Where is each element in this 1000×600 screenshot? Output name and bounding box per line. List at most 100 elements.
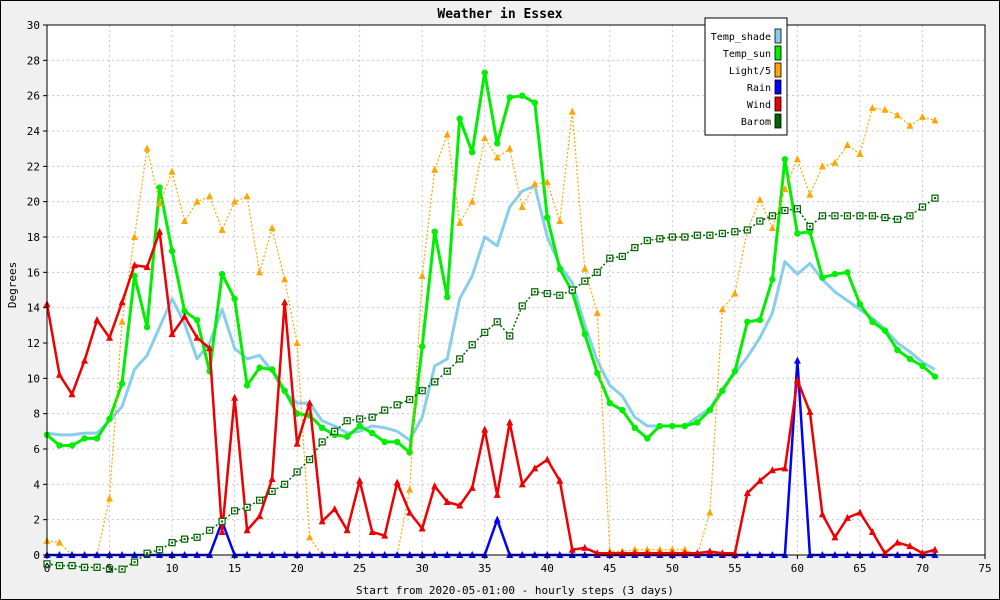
data-point-center	[809, 225, 811, 227]
data-point-center	[409, 399, 411, 401]
x-tick-label: 20	[291, 562, 304, 575]
data-point-center	[596, 271, 598, 273]
legend-entry: Rain	[747, 80, 781, 94]
data-point-center	[571, 289, 573, 291]
legend-label: Rain	[747, 83, 771, 94]
data-point	[432, 229, 438, 235]
data-point	[219, 271, 225, 277]
x-tick-label: 55	[728, 562, 741, 575]
data-point-center	[296, 471, 298, 473]
data-point-center	[171, 542, 173, 544]
data-point-center	[71, 565, 73, 567]
data-point	[94, 435, 100, 441]
data-point	[932, 373, 938, 379]
data-point	[707, 407, 713, 413]
legend-label: Wind	[747, 100, 771, 111]
data-point-center	[671, 236, 673, 238]
data-point-center	[371, 416, 373, 418]
data-point-center	[534, 291, 536, 293]
data-point-center	[684, 236, 686, 238]
y-tick-label: 22	[27, 160, 40, 173]
x-tick-label: 70	[916, 562, 929, 575]
data-point-center	[884, 217, 886, 219]
data-point-center	[446, 370, 448, 372]
data-point	[644, 435, 650, 441]
x-axis-label: Start from 2020-05-01:00 - hourly steps …	[356, 584, 674, 597]
data-point-center	[496, 321, 498, 323]
x-tick-label: 10	[165, 562, 178, 575]
y-tick-label: 18	[27, 231, 40, 244]
x-tick-label: 65	[853, 562, 866, 575]
data-point-center	[221, 520, 223, 522]
data-point	[507, 94, 513, 100]
data-point	[794, 230, 800, 236]
data-point-center	[834, 215, 836, 217]
y-tick-label: 8	[33, 408, 40, 421]
data-point-center	[134, 561, 136, 563]
data-point	[231, 296, 237, 302]
y-tick-label: 24	[27, 125, 41, 138]
data-point	[519, 92, 525, 98]
x-tick-label: 60	[791, 562, 804, 575]
x-tick-label: 0	[44, 562, 51, 575]
data-point	[156, 184, 162, 190]
data-point-center	[771, 215, 773, 217]
legend-label: Barom	[741, 117, 771, 128]
data-point-center	[321, 441, 323, 443]
x-tick-label: 30	[416, 562, 429, 575]
data-point	[544, 214, 550, 220]
data-point	[344, 433, 350, 439]
data-point	[882, 327, 888, 333]
x-tick-label: 75	[978, 562, 991, 575]
chart-title: Weather in Essex	[437, 7, 562, 22]
legend-swatch	[775, 63, 781, 77]
data-point-center	[696, 234, 698, 236]
data-point-center	[271, 490, 273, 492]
legend: Temp_shade Temp_sun Light/5 Rain Wind Barom	[705, 18, 787, 135]
data-point	[144, 324, 150, 330]
data-point	[844, 269, 850, 275]
data-point	[69, 442, 75, 448]
data-point-center	[759, 220, 761, 222]
data-point	[769, 276, 775, 282]
data-point	[394, 439, 400, 445]
data-point	[256, 365, 262, 371]
data-point-center	[846, 215, 848, 217]
data-point-center	[896, 218, 898, 220]
data-point-center	[734, 231, 736, 233]
data-point	[857, 301, 863, 307]
legend-label: Light/5	[729, 66, 771, 77]
data-point-center	[821, 215, 823, 217]
x-tick-label: 15	[228, 562, 241, 575]
data-point	[919, 363, 925, 369]
data-point-center	[871, 215, 873, 217]
data-point-center	[284, 483, 286, 485]
data-point-center	[709, 234, 711, 236]
data-point-center	[59, 565, 61, 567]
data-point	[582, 331, 588, 337]
data-point	[632, 425, 638, 431]
data-point-center	[196, 536, 198, 538]
y-tick-label: 30	[27, 19, 40, 32]
data-point-center	[521, 305, 523, 307]
legend-swatch	[775, 80, 781, 94]
data-point	[819, 274, 825, 280]
data-point-center	[384, 409, 386, 411]
data-point	[281, 388, 287, 394]
data-point-center	[84, 566, 86, 568]
x-tick-label: 5	[106, 562, 113, 575]
y-tick-label: 2	[33, 514, 40, 527]
data-point	[119, 380, 125, 386]
data-point	[782, 156, 788, 162]
x-tick-label: 50	[666, 562, 679, 575]
data-point-center	[859, 215, 861, 217]
data-point	[457, 115, 463, 121]
data-point	[682, 423, 688, 429]
data-point-center	[646, 240, 648, 242]
data-point	[319, 425, 325, 431]
data-point	[694, 419, 700, 425]
data-point-center	[721, 232, 723, 234]
legend-entry: Temp_shade	[711, 29, 781, 43]
x-tick-label: 45	[603, 562, 616, 575]
data-point	[106, 416, 112, 422]
